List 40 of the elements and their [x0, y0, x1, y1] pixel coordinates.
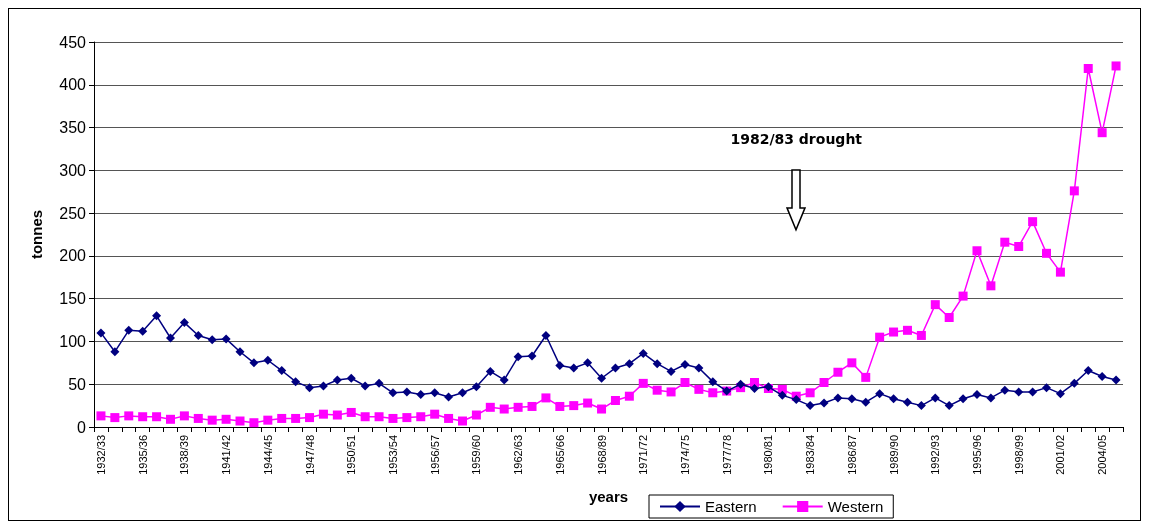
x-tick-label: 1950/51 [345, 435, 358, 475]
legend-label: Eastern [705, 498, 757, 515]
x-tick-label: 2004/05 [1096, 435, 1109, 475]
x-tick-label: 1980/81 [762, 435, 775, 475]
y-tick-label: 450 [59, 33, 87, 51]
y-tick-label: 150 [59, 290, 87, 308]
x-tick-label: 1947/48 [303, 435, 316, 475]
x-tick-label: 1941/42 [220, 435, 233, 475]
x-tick-label: 1959/60 [470, 435, 483, 475]
x-tick-label: 1932/33 [94, 435, 107, 475]
y-tick-label: 350 [59, 119, 87, 137]
x-tick-label: 1986/87 [845, 435, 858, 475]
y-tick-label: 200 [59, 247, 87, 265]
legend-label: Western [827, 498, 884, 515]
x-tick-label: 1953/54 [386, 435, 399, 475]
x-tick-label: 1983/84 [804, 435, 817, 475]
x-tick-label: 1962/63 [512, 435, 525, 475]
x-tick-label: 1968/89 [595, 435, 608, 475]
x-tick-label: 1938/39 [178, 435, 191, 475]
x-tick-label: 1974/75 [678, 435, 691, 475]
x-tick-label: 1935/36 [136, 435, 149, 475]
y-tick-label: 250 [59, 204, 87, 222]
y-tick-label: 300 [59, 161, 87, 179]
y-tick-label: 50 [68, 375, 87, 393]
x-tick-label: 1992/93 [929, 435, 942, 475]
y-tick-label: 0 [77, 418, 87, 436]
x-tick-label: 1971/72 [637, 435, 650, 475]
annotation: 1982/83 drought [730, 131, 863, 148]
y-tick-label: 100 [59, 332, 87, 350]
x-tick-label: 1989/90 [887, 435, 900, 475]
x-tick-label: 1977/78 [720, 435, 733, 475]
y-axis-title: tonnes [28, 209, 45, 260]
x-tick-label: 1998/99 [1012, 435, 1025, 475]
x-tick-label: 1944/45 [261, 435, 274, 475]
x-tick-label: 1965/66 [553, 435, 566, 475]
x-tick-label: 2001/02 [1054, 435, 1067, 475]
x-tick-label: 1995/96 [970, 435, 983, 475]
x-tick-label: 1956/57 [428, 435, 441, 475]
y-tick-label: 400 [59, 76, 87, 94]
x-axis-title: years [588, 488, 629, 505]
